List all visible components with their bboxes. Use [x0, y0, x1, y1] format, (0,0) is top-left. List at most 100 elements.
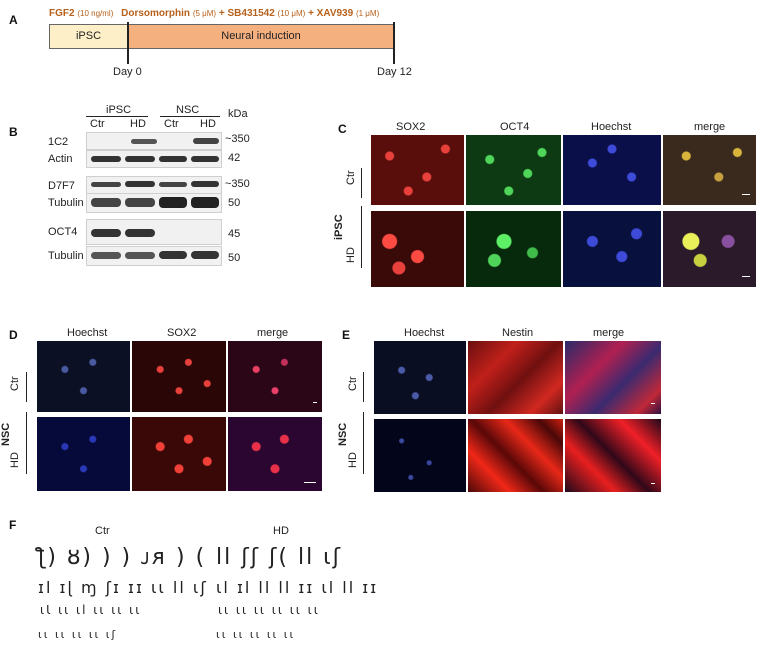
- dorsomorphin-concentration: (5 μM): [192, 9, 217, 18]
- group-ipsc: iPSC: [106, 104, 132, 116]
- panel-label-c: C: [338, 122, 347, 136]
- sb431542-label: + SB431542: [218, 8, 275, 19]
- row-bracket: [363, 372, 364, 402]
- image-ctr-sox2: [370, 134, 465, 206]
- blot-band: [125, 229, 155, 237]
- blot-row-label: D7F7: [48, 180, 75, 192]
- karyotype-hd-row: ɩɩ ɩɩ ɩɩ ɩɩ ɩɩ: [216, 628, 296, 641]
- row-group-label: NSC: [0, 422, 12, 446]
- day0-label: Day 0: [113, 66, 142, 78]
- ipsc-stage-label: iPSC: [75, 30, 102, 42]
- row-label: Ctr: [345, 170, 357, 185]
- image-nsc-hd-hoechst: [36, 416, 131, 492]
- column-header: SOX2: [167, 327, 197, 339]
- blot-actin: [86, 150, 222, 168]
- image-nsc-ctr-hoechst: [36, 340, 131, 413]
- image-nsc-ctr-hoechst-e: [373, 340, 467, 415]
- blot-row-label: Tubulin: [48, 197, 84, 209]
- blot-band: [191, 156, 219, 162]
- column-header: Hoechst: [591, 121, 632, 133]
- row-label: Ctr: [9, 376, 21, 391]
- kda-header: kDa: [228, 108, 248, 120]
- panel-label-f: F: [9, 518, 17, 532]
- group-ipsc-line: [86, 116, 148, 117]
- row-group-label: iPSC: [333, 214, 345, 240]
- column-header: SOX2: [396, 121, 426, 133]
- lane-label: Ctr: [90, 118, 105, 130]
- column-header: Hoechst: [404, 327, 445, 339]
- karyotype-ctr-row: ɩƖ ɩɩ ɩl ɩɩ ɩɩ ɩɩ: [40, 603, 142, 617]
- lane-label: Ctr: [164, 118, 179, 130]
- image-nsc-ctr-merge-e: [564, 340, 662, 415]
- lane-label: HD: [130, 118, 146, 130]
- row-label: HD: [9, 452, 21, 468]
- image-ctr-hoechst: [562, 134, 662, 206]
- karyotype-ctr-row: ɪl ɪɭ ɱ ʃɪ ɪɪ ɩɩ ll ɩʃ: [38, 578, 208, 597]
- column-header: merge: [257, 327, 289, 339]
- row-bracket: [363, 412, 364, 474]
- blot-band: [159, 182, 187, 187]
- xav939-label: + XAV939: [308, 8, 354, 19]
- row-label: HD: [347, 452, 359, 468]
- group-nsc: NSC: [176, 104, 200, 116]
- blot-band: [131, 139, 157, 144]
- column-header: merge: [593, 327, 625, 339]
- image-hd-hoechst: [562, 210, 662, 288]
- blot-band: [91, 229, 121, 237]
- neural-induction-label: Neural induction: [221, 30, 301, 42]
- panel-label-e: E: [342, 328, 351, 342]
- blot-band: [91, 198, 121, 207]
- blot-row-label: Tubulin: [48, 250, 84, 262]
- row-label: Ctr: [347, 376, 359, 391]
- karyotype-hd-row: ll ʃʃ ʃ( ll ɩʃ: [216, 545, 343, 570]
- blot-row-kda: 50: [228, 197, 241, 209]
- group-nsc-line: [160, 116, 220, 117]
- column-header: OCT4: [500, 121, 530, 133]
- blot-band: [191, 197, 219, 208]
- sb431542-concentration: (10 μM): [277, 9, 306, 18]
- blot-row-label: Actin: [48, 153, 73, 165]
- blot-d7f7: [86, 176, 222, 194]
- karyotype-ctr-row: ɩɩ ɩɩ ɩɩ ɩɩ ɩʃ: [38, 628, 118, 641]
- karyotype-hd-row: ɩɩ ɩɩ ɩɩ ɩɩ ɩɩ ɩɩ: [218, 603, 320, 617]
- blot-band: [159, 197, 187, 208]
- blot-band: [91, 156, 121, 162]
- blot-band: [159, 156, 187, 162]
- column-header: Nestin: [502, 327, 534, 339]
- blot-row-kda: ~350: [225, 178, 250, 190]
- scale-bar: [742, 276, 750, 277]
- lane-label: HD: [200, 118, 216, 130]
- panel-label-d: D: [9, 328, 18, 342]
- image-nsc-hd-merge-e: [564, 418, 662, 493]
- blot-band: [191, 181, 219, 187]
- image-nsc-hd-sox2: [131, 416, 227, 492]
- blot-band: [125, 252, 155, 259]
- blot-1c2: [86, 132, 222, 150]
- image-nsc-ctr-sox2: [131, 340, 227, 413]
- blot-row-label: OCT4: [48, 226, 78, 238]
- row-bracket: [26, 412, 27, 474]
- karyotype-hd-row: ɩl ɪl ll ll ɪɪ ɩl ll ɪɪ: [216, 578, 379, 597]
- fgf2-label: FGF2: [49, 8, 75, 19]
- image-ctr-merge: [662, 134, 757, 206]
- image-nsc-ctr-merge: [227, 340, 323, 413]
- scale-bar: [651, 483, 655, 484]
- blot-row-kda: 45: [228, 228, 241, 240]
- day12-marker: [393, 22, 395, 64]
- karyotype-ctr-label: Ctr: [95, 525, 110, 537]
- dorsomorphin-label: Dorsomorphin: [121, 8, 191, 19]
- image-ctr-oct4: [465, 134, 562, 206]
- row-bracket: [361, 168, 362, 198]
- blot-row-label: 1C2: [48, 136, 69, 148]
- row-label: HD: [345, 247, 357, 263]
- blot-band: [193, 138, 219, 144]
- karyotype-hd-label: HD: [273, 525, 289, 537]
- xav939-concentration: (1 μM): [355, 9, 380, 18]
- neural-induction-box: Neural induction: [127, 24, 395, 49]
- image-nsc-hd-hoechst-e: [373, 418, 467, 493]
- scale-bar: [313, 402, 317, 403]
- blot-band: [91, 252, 121, 259]
- row-bracket: [361, 206, 362, 268]
- row-group-label: NSC: [337, 422, 349, 446]
- scale-bar: [742, 194, 750, 195]
